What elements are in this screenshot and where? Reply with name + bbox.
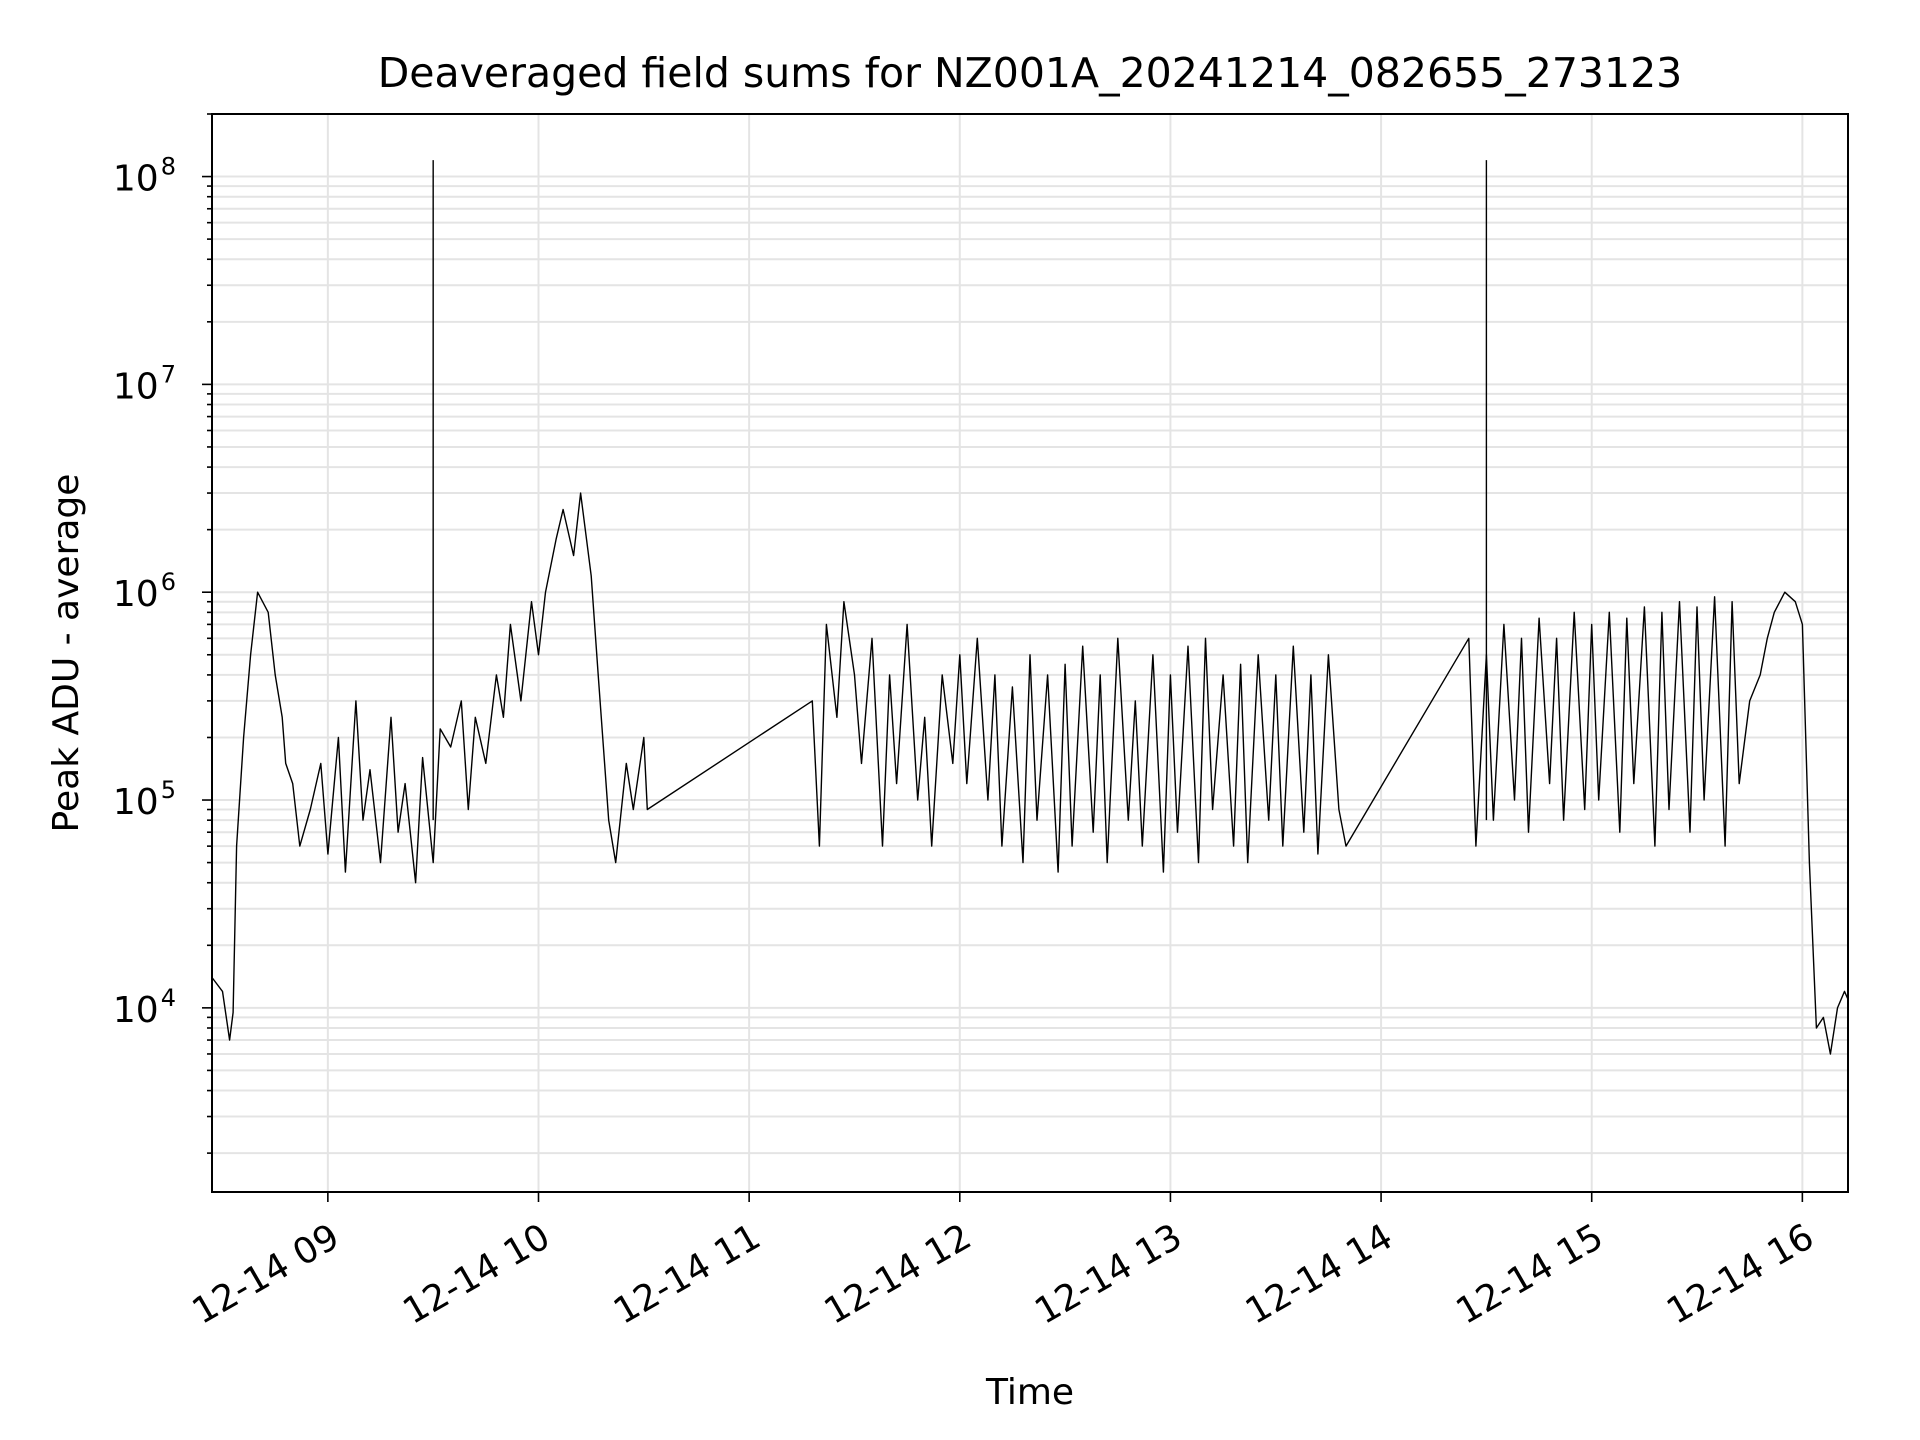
y-tick-label: 105 [113,776,176,823]
y-axis-label: Peak ADU - average [46,474,87,833]
x-axis-label: Time [985,1372,1074,1413]
y-tick-label: 107 [113,360,176,407]
series-line [211,492,1849,1055]
y-tick-label: 106 [113,568,176,615]
y-tick-label: 108 [113,153,176,200]
chart-title: Deaveraged field sums for NZ001A_2024121… [378,49,1683,97]
y-tick-label: 104 [113,984,176,1031]
series-layer [211,160,1849,1055]
plot-frame [211,113,1849,1193]
